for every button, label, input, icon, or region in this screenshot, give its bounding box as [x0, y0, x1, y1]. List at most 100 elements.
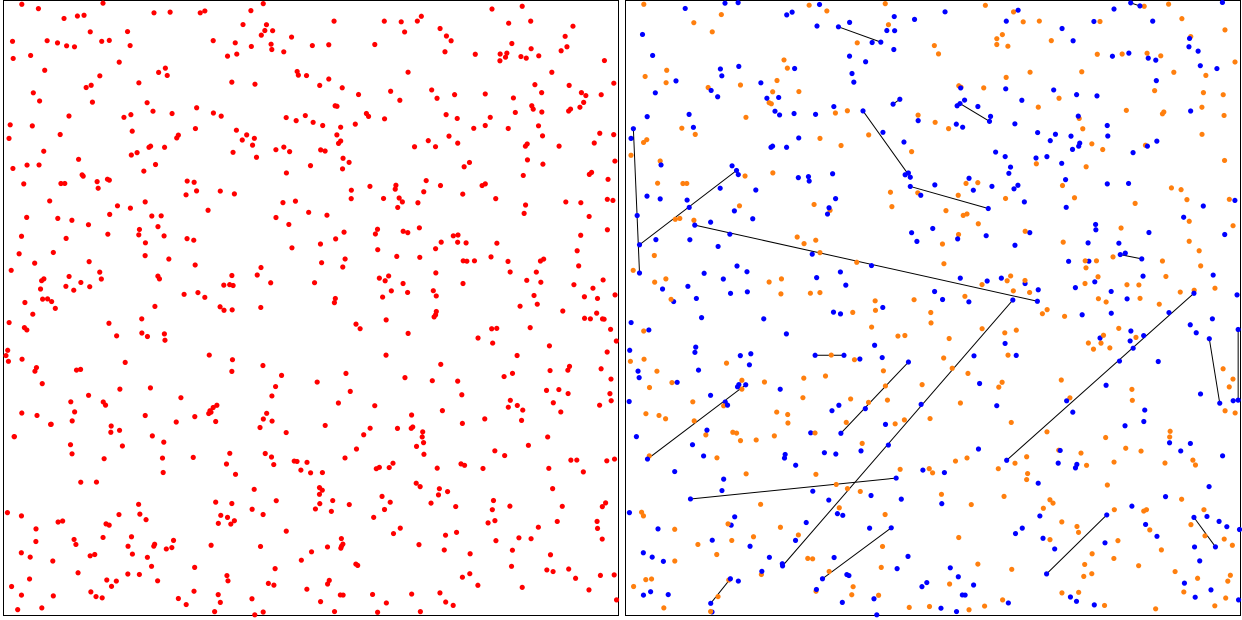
link-line — [838, 26, 881, 43]
scatter-point — [1005, 43, 1011, 49]
scatter-point — [685, 283, 691, 289]
scatter-point — [380, 294, 386, 300]
scatter-point — [283, 170, 290, 176]
scatter-point — [309, 42, 315, 49]
scatter-point — [30, 90, 36, 96]
scatter-point — [826, 205, 832, 211]
scatter-point — [214, 402, 220, 408]
scatter-point — [658, 162, 664, 168]
scatter-point — [701, 270, 707, 276]
scatter-point — [221, 282, 227, 288]
scatter-point — [85, 222, 92, 228]
link-endpoint-point — [812, 352, 818, 358]
scatter-point — [1035, 287, 1041, 293]
scatter-point — [558, 48, 564, 54]
scatter-point — [776, 94, 782, 101]
scatter-point — [455, 232, 461, 238]
scatter-point — [100, 0, 106, 6]
scatter-point — [437, 590, 443, 596]
scatter-point — [429, 378, 435, 384]
scatter-point — [668, 296, 674, 302]
scatter-point — [1059, 182, 1066, 189]
scatter-point — [89, 99, 96, 105]
scatter-point — [30, 311, 36, 317]
link-endpoint-point — [985, 205, 991, 212]
scatter-point — [192, 262, 198, 268]
scatter-point — [796, 88, 802, 95]
scatter-point — [218, 512, 224, 518]
scatter-point — [565, 367, 571, 373]
scatter-point — [271, 461, 277, 468]
scatter-point — [413, 443, 420, 449]
scatter-point — [306, 209, 312, 215]
scatter-point — [1059, 590, 1065, 596]
scatter-point — [137, 511, 143, 517]
scatter-point — [127, 205, 133, 211]
scatter-point — [905, 553, 911, 559]
scatter-point — [732, 514, 738, 520]
scatter-point — [885, 22, 892, 28]
scatter-point — [717, 66, 723, 72]
scatter-point — [437, 25, 443, 32]
scatter-point — [714, 551, 720, 558]
scatter-point — [1008, 419, 1014, 426]
scatter-point — [527, 325, 533, 331]
scatter-point — [578, 232, 584, 238]
scatter-point — [66, 273, 72, 280]
scatter-point — [836, 402, 842, 408]
scatter-point — [372, 403, 378, 409]
scatter-panel-blue-orange — [625, 0, 1242, 618]
scatter-point — [328, 508, 334, 514]
link-endpoint-point — [819, 576, 826, 582]
scatter-point — [657, 158, 663, 164]
link-endpoint-point — [905, 359, 912, 365]
scatter-point — [750, 216, 756, 222]
scatter-point — [1047, 138, 1053, 144]
scatter-point — [298, 467, 304, 473]
scatter-point — [170, 537, 177, 544]
scatter-point — [882, 383, 889, 389]
scatter-point — [337, 592, 343, 598]
scatter-point — [1232, 59, 1238, 65]
scatter-point — [981, 85, 987, 91]
scatter-point — [928, 320, 934, 326]
scatter-point — [221, 307, 227, 313]
scatter-point — [810, 556, 816, 562]
scatter-point — [455, 239, 461, 245]
scatter-point — [317, 501, 323, 507]
scatter-point — [1145, 55, 1151, 61]
scatter-point — [1130, 345, 1136, 351]
scatter-point — [467, 551, 473, 557]
scatter-point — [292, 198, 299, 204]
scatter-point — [128, 152, 134, 158]
scatter-point — [546, 465, 552, 471]
scatter-point — [528, 536, 534, 542]
scatter-point — [463, 240, 469, 246]
scatter-point — [229, 368, 235, 374]
scatter-point — [451, 92, 458, 98]
scatter-point — [71, 287, 77, 293]
scatter-point — [652, 279, 658, 285]
scatter-point — [750, 534, 757, 540]
scatter-point — [1181, 580, 1188, 586]
scatter-point — [1219, 0, 1226, 6]
scatter-point — [612, 158, 618, 164]
scatter-point — [805, 174, 812, 180]
scatter-point — [1122, 250, 1128, 256]
scatter-point — [114, 333, 120, 339]
scatter-point — [715, 94, 721, 100]
scatter-point — [1104, 482, 1110, 488]
scatter-point — [1035, 104, 1041, 110]
scatter-point — [949, 365, 955, 371]
scatter-point — [869, 324, 875, 330]
scatter-point — [979, 326, 985, 332]
scatter-point — [433, 293, 439, 299]
scatter-point — [727, 231, 733, 237]
scatter-point — [945, 126, 952, 132]
link-endpoint-point — [1034, 298, 1040, 304]
scatter-point — [1214, 65, 1220, 72]
scatter-point — [608, 398, 614, 404]
scatter-point — [1140, 273, 1146, 279]
scatter-point — [4, 510, 11, 516]
